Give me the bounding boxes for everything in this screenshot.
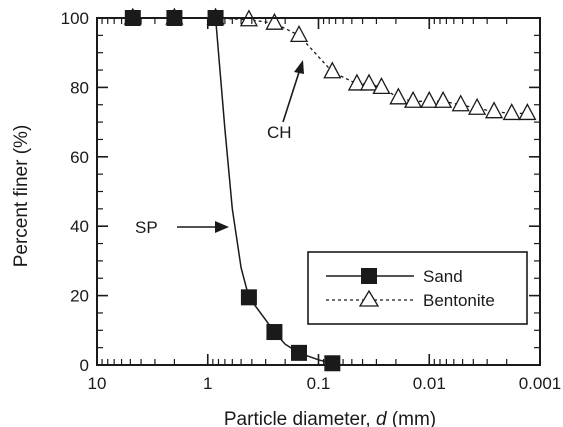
series-layer: [123, 7, 537, 372]
plot-frame: [96, 17, 541, 366]
bentonite-point: [502, 103, 521, 121]
x-axis-title-main: Particle diameter,: [224, 409, 376, 427]
sand-point: [324, 355, 341, 372]
annotation-layer: CH SP: [135, 60, 304, 237]
legend-sand-marker: [361, 268, 377, 284]
x-tick-label: 0.01: [413, 374, 446, 393]
annotation-sp: SP: [135, 218, 158, 237]
y-tick-label: 60: [70, 148, 89, 167]
x-axis-title: Particle diameter, d (mm): [224, 409, 436, 427]
sand-point: [240, 289, 257, 306]
y-axis-title: Percent finer (%): [11, 125, 32, 268]
x-tick-label: 1: [203, 374, 212, 393]
y-tick-label: 20: [70, 287, 89, 306]
y-tick-label: 100: [61, 9, 89, 28]
legend-bentonite-marker: [358, 289, 380, 307]
x-tick-label: 10: [88, 374, 107, 393]
bentonite-point: [467, 97, 487, 115]
y-tick-label: 80: [70, 78, 89, 97]
bentonite-point: [389, 87, 408, 105]
legend: Sand Bentonite: [307, 251, 528, 325]
bentonite-point: [323, 61, 342, 79]
bentonite-point: [265, 12, 284, 30]
bentonite-point: [289, 24, 309, 42]
tick-label-layer: 10 1 0.1 0.01 0.001 0 20 40 60 80 100: [61, 9, 562, 393]
sand-point: [290, 344, 307, 361]
bentonite-point: [359, 73, 379, 91]
bentonite-point: [518, 103, 537, 121]
bentonite-point: [434, 90, 453, 108]
x-tick-label: 0.001: [519, 374, 562, 393]
bentonite-point: [420, 90, 439, 108]
x-axis-title-variable: d: [376, 409, 388, 427]
legend-box: [307, 251, 528, 325]
x-axis-title-unit: (mm): [387, 409, 437, 427]
y-tick-label: 40: [70, 217, 89, 236]
x-tick-label: 0.1: [307, 374, 331, 393]
bentonite-point: [403, 90, 423, 108]
legend-bentonite-label: Bentonite: [423, 291, 495, 310]
bentonite-point: [451, 94, 470, 112]
sand-point: [266, 324, 283, 341]
legend-sand-label: Sand: [423, 267, 463, 286]
bentonite-point: [347, 73, 366, 91]
annotation-ch-arrowhead: [294, 60, 304, 74]
annotation-ch: CH: [267, 123, 292, 142]
bentonite-point: [372, 77, 391, 95]
y-tick-label: 0: [80, 356, 89, 375]
annotation-sp-arrowhead: [215, 221, 229, 233]
annotation-ch-arrow: [282, 65, 302, 123]
bentonite-point: [484, 101, 504, 119]
